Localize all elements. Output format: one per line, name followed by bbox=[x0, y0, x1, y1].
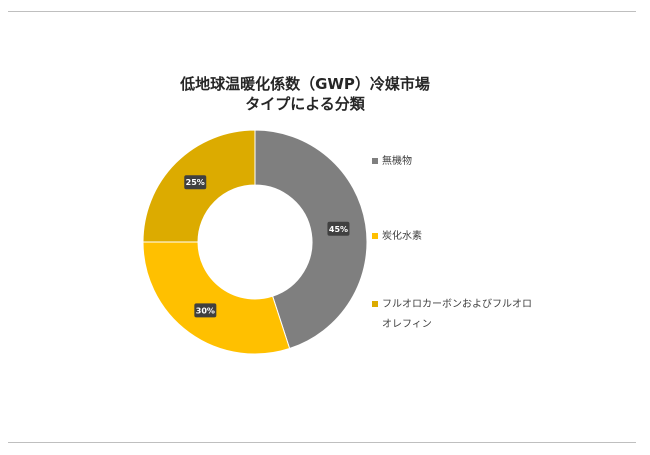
legend-item-hydrocarbon: 炭化水素 bbox=[372, 227, 532, 247]
legend-item-fluorocarbon: フルオロカーボンおよびフルオロオレフィン bbox=[372, 295, 532, 335]
top-divider bbox=[8, 11, 636, 12]
legend-label-inorganic: 無機物 bbox=[382, 156, 412, 167]
legend-swatch-fluorocarbon bbox=[372, 301, 378, 307]
donut-slice-inorganic bbox=[254, 129, 368, 350]
data-label-fluorocarbon: 25% bbox=[184, 175, 207, 190]
data-label-inorganic: 45% bbox=[327, 221, 350, 236]
legend-swatch-inorganic bbox=[372, 158, 378, 164]
data-label-text: 25% bbox=[186, 178, 205, 187]
legend-item-inorganic: 無機物 bbox=[372, 152, 532, 172]
data-label-text: 30% bbox=[196, 306, 215, 315]
bottom-divider bbox=[8, 442, 636, 443]
chart-legend: 無機物 炭化水素 フルオロカーボンおよびフルオロオレフィン bbox=[372, 0, 572, 455]
data-label-text: 45% bbox=[329, 225, 348, 234]
legend-label-hydrocarbon: 炭化水素 bbox=[382, 231, 422, 242]
legend-swatch-hydrocarbon bbox=[372, 233, 378, 239]
donut-slice-hydrocarbon bbox=[142, 241, 291, 355]
chart-title: 低地球温暖化係数（GWP）冷媒市場 タイプによる分類 bbox=[140, 74, 470, 114]
legend-label-fluorocarbon: フルオロカーボンおよびフルオロオレフィン bbox=[382, 299, 532, 330]
chart-title-line-1: 低地球温暖化係数（GWP）冷媒市場 bbox=[180, 75, 430, 93]
data-label-box bbox=[327, 221, 350, 236]
data-label-hydrocarbon: 30% bbox=[194, 303, 217, 318]
chart-title-line-2: タイプによる分類 bbox=[245, 95, 365, 113]
data-label-box bbox=[184, 175, 207, 190]
data-label-box bbox=[194, 303, 217, 318]
